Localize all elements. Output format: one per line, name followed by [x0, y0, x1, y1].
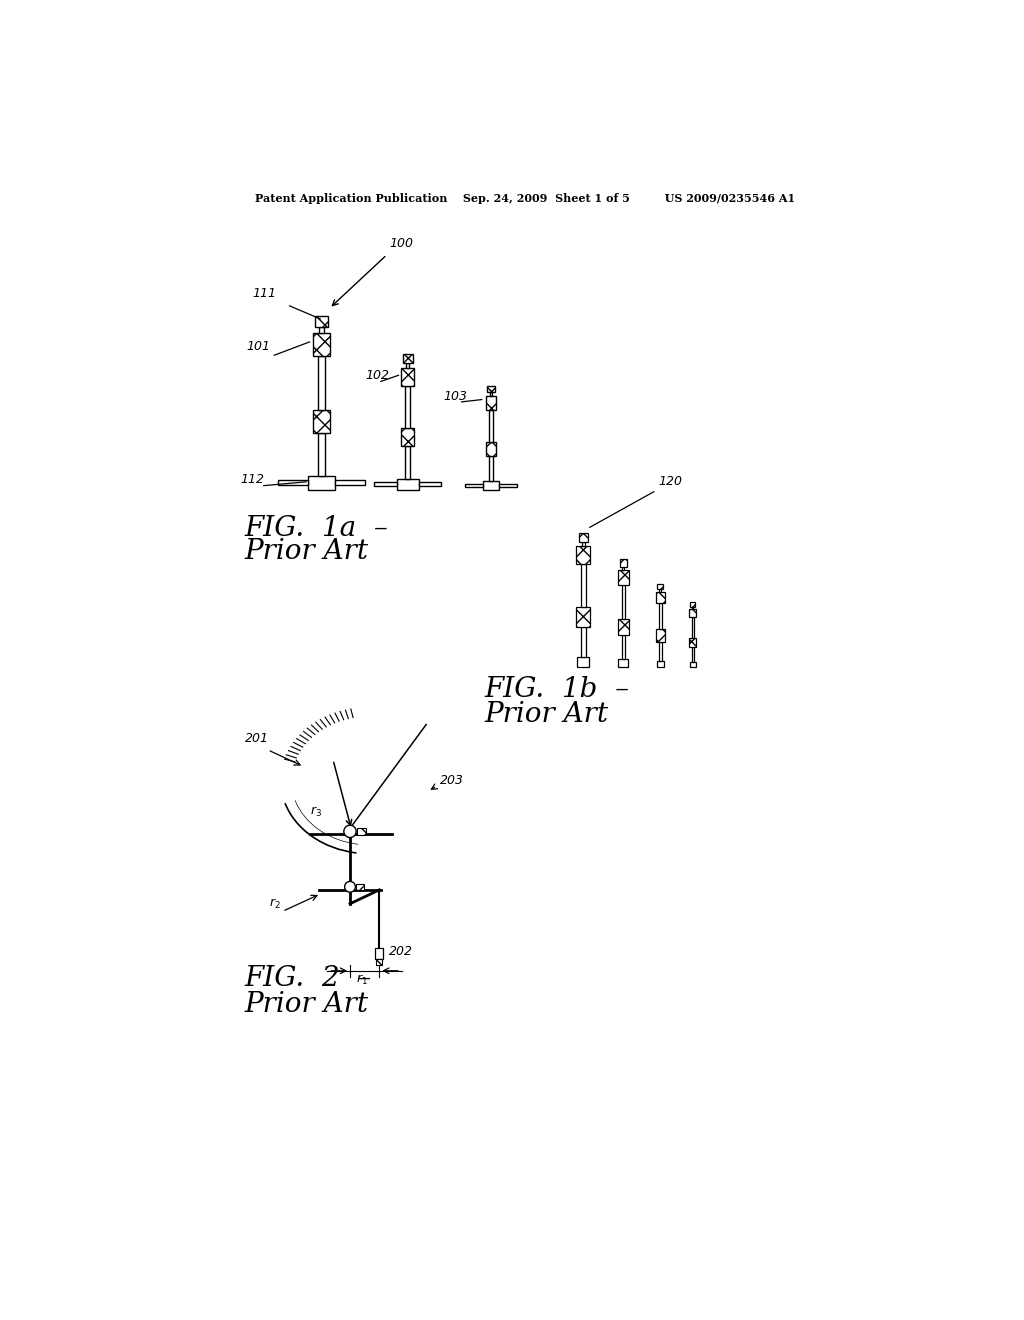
- Bar: [691, 647, 694, 663]
- Bar: [313, 411, 330, 433]
- Bar: [577, 545, 590, 564]
- Text: Prior Art: Prior Art: [245, 537, 369, 565]
- Bar: [578, 657, 590, 667]
- Bar: [500, 484, 517, 487]
- Bar: [656, 630, 665, 642]
- Bar: [374, 482, 397, 486]
- Text: 100: 100: [389, 236, 414, 249]
- Bar: [622, 635, 626, 659]
- Text: 203: 203: [440, 774, 464, 787]
- Text: $r_2$: $r_2$: [269, 896, 281, 911]
- Text: FIG.  2  –: FIG. 2 –: [245, 965, 372, 993]
- Bar: [315, 317, 328, 327]
- Bar: [279, 480, 307, 484]
- Text: 112: 112: [241, 474, 264, 486]
- Bar: [487, 385, 495, 392]
- Text: 111: 111: [252, 286, 276, 300]
- Text: 101: 101: [246, 341, 270, 354]
- Text: 120: 120: [658, 475, 683, 488]
- Bar: [690, 602, 695, 607]
- Text: Prior Art: Prior Art: [484, 701, 608, 729]
- Bar: [622, 585, 626, 619]
- Bar: [489, 409, 493, 442]
- Bar: [376, 960, 382, 965]
- Bar: [336, 480, 365, 484]
- Bar: [376, 948, 383, 960]
- Bar: [318, 356, 325, 411]
- Bar: [313, 333, 330, 356]
- Bar: [658, 642, 662, 661]
- Bar: [482, 482, 500, 490]
- Bar: [485, 442, 496, 455]
- Text: FIG.  1b  –: FIG. 1b –: [484, 676, 630, 704]
- Text: FIG.  1a  –: FIG. 1a –: [245, 515, 388, 541]
- Bar: [692, 607, 693, 609]
- Circle shape: [345, 882, 355, 892]
- Bar: [623, 566, 625, 570]
- Bar: [485, 396, 496, 409]
- Bar: [403, 354, 413, 363]
- Bar: [577, 607, 590, 627]
- Bar: [407, 363, 410, 367]
- Bar: [582, 543, 585, 545]
- Bar: [319, 327, 324, 333]
- Circle shape: [344, 825, 356, 838]
- Bar: [690, 663, 695, 667]
- Bar: [489, 392, 493, 396]
- Bar: [401, 428, 415, 446]
- Text: $r_3$: $r_3$: [310, 805, 322, 820]
- Text: 202: 202: [388, 945, 413, 958]
- Bar: [659, 589, 662, 591]
- Bar: [397, 479, 419, 490]
- Bar: [691, 618, 694, 638]
- Bar: [406, 385, 411, 428]
- Bar: [579, 533, 588, 543]
- Bar: [656, 661, 665, 667]
- Bar: [689, 638, 696, 647]
- Text: $r_1$: $r_1$: [356, 973, 368, 987]
- Bar: [618, 659, 629, 667]
- Bar: [658, 603, 662, 630]
- Text: Patent Application Publication    Sep. 24, 2009  Sheet 1 of 5         US 2009/02: Patent Application Publication Sep. 24, …: [255, 193, 795, 205]
- Text: 103: 103: [443, 389, 467, 403]
- Bar: [689, 609, 696, 618]
- Bar: [581, 627, 586, 657]
- Bar: [356, 884, 364, 890]
- Text: 201: 201: [245, 733, 268, 744]
- Bar: [401, 367, 415, 385]
- Bar: [581, 564, 586, 607]
- Bar: [357, 828, 367, 836]
- Bar: [465, 484, 482, 487]
- Bar: [489, 455, 493, 482]
- Bar: [406, 446, 411, 479]
- Bar: [617, 570, 629, 585]
- Text: Prior Art: Prior Art: [245, 990, 369, 1018]
- Bar: [318, 433, 325, 475]
- Bar: [419, 482, 441, 486]
- Text: 102: 102: [366, 370, 389, 381]
- Bar: [657, 583, 664, 589]
- Bar: [620, 560, 627, 566]
- Bar: [656, 591, 665, 603]
- Bar: [617, 619, 629, 635]
- Bar: [307, 475, 336, 490]
